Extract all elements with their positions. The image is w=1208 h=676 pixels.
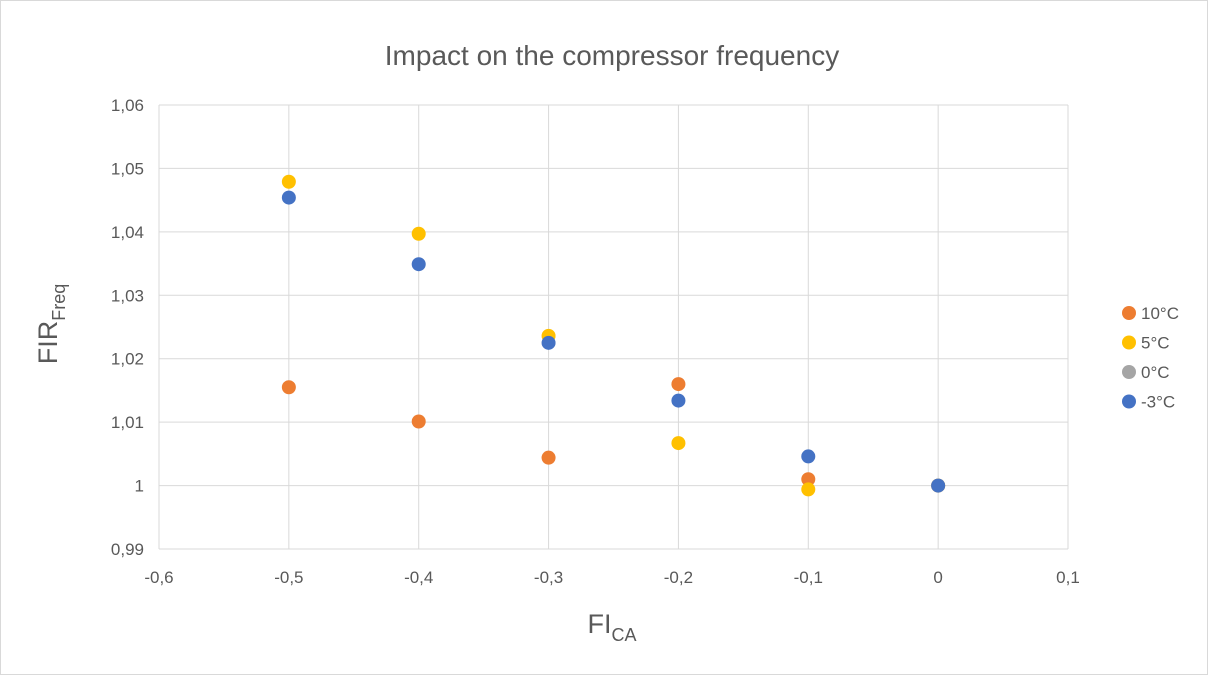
y-tick-label: 1,02	[111, 350, 144, 369]
data-point-5c	[671, 436, 686, 451]
x-tick-label: -0,3	[534, 568, 563, 587]
y-tick-label: 1,01	[111, 413, 144, 432]
x-axis-title-sub: CA	[611, 625, 636, 645]
y-tick-label: 1,04	[111, 223, 144, 242]
y-axis-title-main: FIR	[33, 321, 63, 365]
y-tick-label: 1,03	[111, 286, 144, 305]
data-point-5c	[411, 226, 426, 241]
legend-label-5c: 5°C	[1141, 334, 1170, 353]
data-point-10c	[671, 377, 686, 392]
chart-title: Impact on the compressor frequency	[385, 40, 839, 71]
gridlines	[158, 104, 1069, 550]
legend: 10°C 5°C 0°C -3°C	[1122, 304, 1179, 412]
data-point--3c	[541, 335, 556, 350]
data-point--3c	[281, 190, 296, 205]
data-point-10c	[541, 450, 556, 465]
legend-marker--3c	[1122, 394, 1136, 409]
data-points	[281, 174, 946, 497]
data-point--3c	[931, 478, 946, 493]
x-axis-title: FICA	[587, 609, 636, 645]
x-tick-label: -0,2	[664, 568, 693, 587]
data-point-10c	[281, 380, 296, 395]
tick-labels: 0,99 1 1,01 1,02 1,03 1,04 1,05 1,06 -0,6 -0,5 -0,…	[111, 96, 1080, 587]
legend-marker-10c	[1122, 306, 1136, 320]
legend-label-0c: 0°C	[1141, 363, 1170, 382]
legend-marker-0c	[1122, 365, 1136, 379]
data-point--3c	[671, 393, 686, 408]
x-tick-label: -0,1	[794, 568, 823, 587]
y-tick-label: 1,06	[111, 96, 144, 115]
x-axis-title-main: FI	[587, 609, 611, 639]
data-point--3c	[411, 257, 426, 272]
legend-label-10c: 10°C	[1141, 304, 1179, 323]
y-tick-label: 0,99	[111, 540, 144, 559]
y-tick-label: 1	[135, 477, 144, 496]
data-point-10c	[801, 472, 816, 487]
data-point--3c	[801, 449, 816, 464]
data-point-5c	[281, 174, 296, 189]
x-tick-label: 0	[933, 568, 942, 587]
x-tick-label: -0,6	[144, 568, 173, 587]
legend-label--3c: -3°C	[1141, 393, 1175, 412]
y-axis-title: FIRFreq	[33, 284, 69, 365]
data-point-10c	[411, 414, 426, 429]
x-tick-label: 0,1	[1056, 568, 1080, 587]
x-tick-label: -0,4	[404, 568, 433, 587]
y-axis-title-sub: Freq	[49, 284, 69, 321]
data-point-5c	[801, 482, 816, 497]
x-tick-label: -0,5	[274, 568, 303, 587]
y-tick-label: 1,05	[111, 159, 144, 178]
legend-marker-5c	[1122, 335, 1136, 350]
